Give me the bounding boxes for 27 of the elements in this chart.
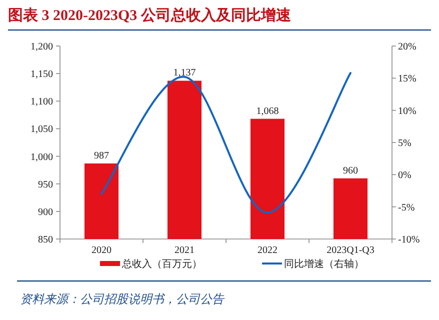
y-tick-label: 900	[38, 206, 53, 218]
y2-tick-label: 0%	[398, 170, 412, 182]
x-tick-label: 2021	[174, 245, 194, 256]
data-label: 1,068	[256, 106, 279, 117]
y2-tick-label: 5%	[398, 138, 412, 149]
x-tick-label: 2020	[92, 245, 112, 256]
data-label: 960	[343, 165, 358, 176]
data-label: 1,137	[173, 68, 196, 79]
legend-label: 同比增速（右轴）	[284, 258, 364, 270]
y2-tick-label: 20%	[398, 42, 416, 52]
y-tick-label: 1,000	[30, 152, 53, 163]
chart-title: 图表 3 2020-2023Q3 公司总收入及同比增速	[8, 7, 292, 24]
y-tick-label: 1,100	[30, 96, 53, 108]
y-tick-label: 1,050	[30, 124, 53, 136]
y2-tick-label: 15%	[398, 74, 416, 85]
y-tick-label: 1,150	[30, 69, 53, 80]
text: 资料来源：公司招股说明书，公司公告	[20, 292, 225, 306]
y-tick-label: 850	[38, 234, 53, 246]
y-tick-label: 950	[38, 179, 53, 190]
x-tick-label: 2022	[258, 245, 278, 256]
data-label: 987	[94, 150, 109, 162]
legend-label: 总收入（百万元）	[121, 258, 202, 270]
y2-tick-label: 10%	[398, 106, 416, 117]
y-tick-label: 1,200	[30, 42, 53, 52]
y2-tick-label: -5%	[398, 202, 415, 214]
x-tick-label: 2023Q1-Q3	[326, 245, 374, 256]
y2-tick-label: -10%	[398, 234, 420, 246]
